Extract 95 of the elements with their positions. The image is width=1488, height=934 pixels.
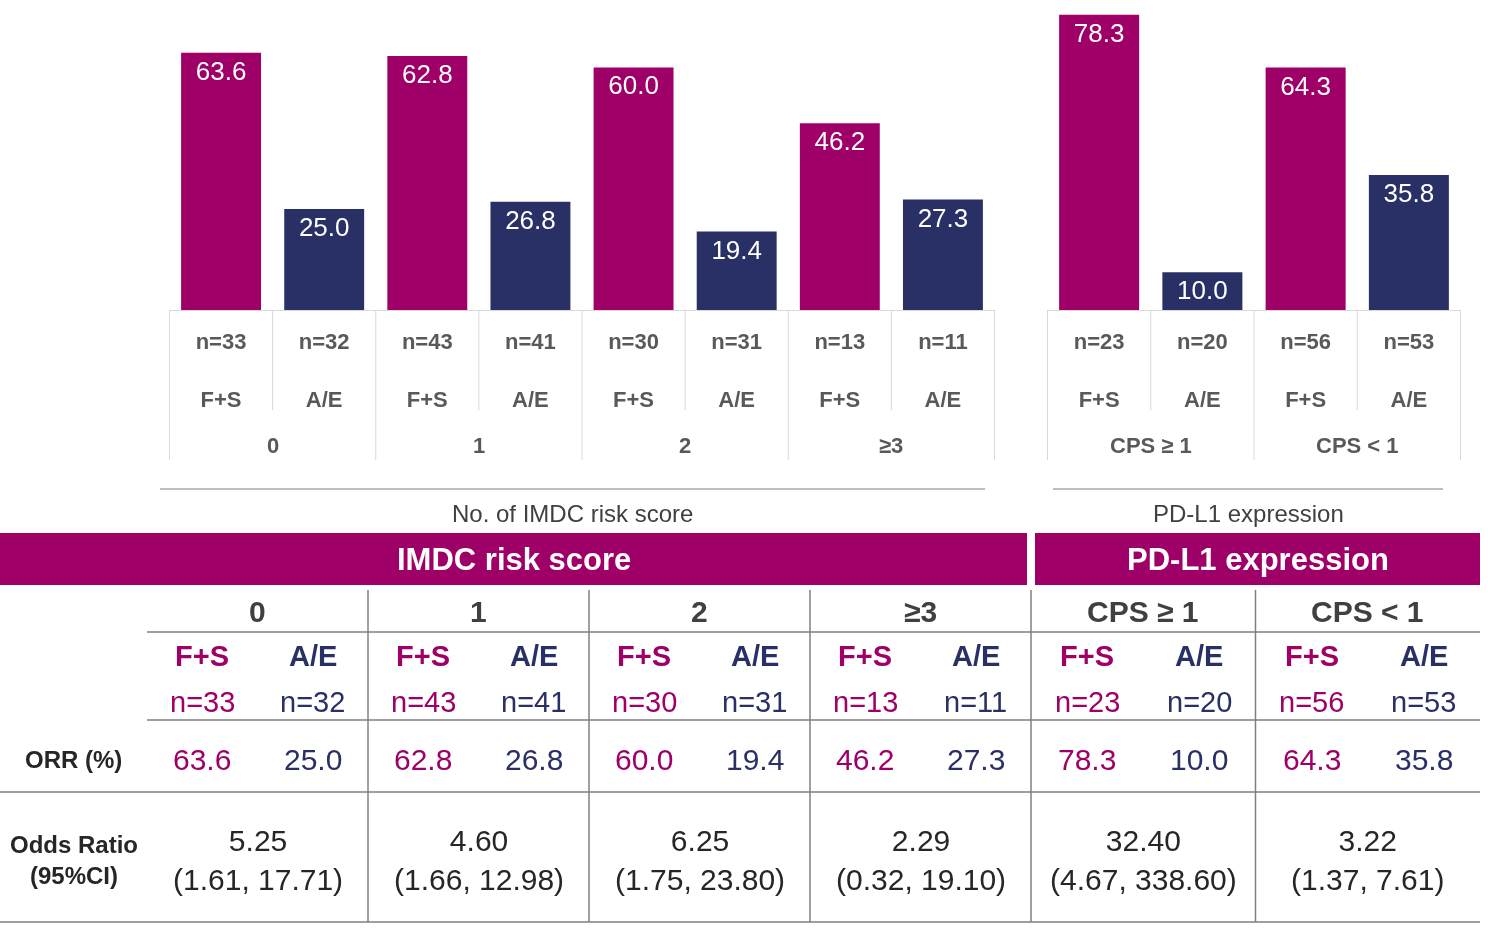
text: 46.2 <box>836 743 895 776</box>
category-label: 1 <box>470 595 487 628</box>
category-label: n=11 A/E <box>918 329 968 412</box>
category-label: ≥3 <box>904 595 938 628</box>
category-label: n=32 A/E <box>298 329 350 412</box>
text: 19.4 <box>726 743 785 776</box>
text: CPS ≥ 1 <box>1110 433 1192 458</box>
bar <box>1059 14 1140 310</box>
data-label: 64.3 <box>1280 70 1331 101</box>
data-label: 60.0 <box>608 70 659 101</box>
category-label: n=30 F+S <box>608 329 659 412</box>
category-label: CPS < 1 <box>1311 595 1424 628</box>
category-label: 2 <box>691 595 708 628</box>
category-label: n=13 F+S <box>814 329 866 412</box>
bar <box>593 67 674 310</box>
bar <box>1265 67 1346 310</box>
bar <box>902 199 983 310</box>
category-label: n=23 F+S <box>1073 329 1125 412</box>
text: A/E <box>1175 640 1224 672</box>
text: A/E <box>731 640 780 672</box>
category-label: n=41 A/E <box>505 329 556 412</box>
text: n=32 <box>280 686 346 718</box>
category-label: n=31 A/E <box>711 329 763 412</box>
text: 6.25 (1.75, 23.80) <box>615 824 786 896</box>
bar <box>387 56 468 310</box>
data-label: 78.3 <box>1073 17 1125 48</box>
x-axis-title: PD-L1 expression <box>1153 500 1344 527</box>
text: 78.3 <box>1058 743 1117 776</box>
text: ≥3 <box>879 433 904 458</box>
text: 32.40 (4.67, 338.60) <box>1050 824 1237 896</box>
text: 10.0 <box>1170 743 1229 776</box>
text: n=30 <box>612 686 678 718</box>
text: 1 <box>473 433 486 458</box>
text: 2 <box>679 433 692 458</box>
data-label: 26.8 <box>505 204 556 235</box>
text: 4.60 (1.66, 12.98) <box>394 824 565 896</box>
data-label: 46.2 <box>814 126 866 157</box>
category-label: n=56 F+S <box>1280 329 1332 412</box>
text: 60.0 <box>615 743 674 776</box>
text: n=11 <box>944 686 1008 718</box>
bar <box>284 208 365 310</box>
text: 35.8 <box>1395 743 1454 776</box>
text: 5.25 (1.61, 17.71) <box>173 824 344 896</box>
data-label: 62.8 <box>402 59 453 90</box>
category-label: 0 <box>249 595 266 628</box>
category-label: n=53 A/E <box>1383 329 1435 412</box>
text: IMDC risk score <box>397 542 632 577</box>
text: 27.3 <box>947 743 1006 776</box>
text: F+S <box>396 640 450 672</box>
text: n=20 <box>1167 686 1233 718</box>
text: n=31 <box>722 686 788 718</box>
category-label: n=20 A/E <box>1177 329 1228 412</box>
category-label: CPS ≥ 1 <box>1087 595 1199 628</box>
text: F+S <box>617 640 671 672</box>
x-axis-title: No. of IMDC risk score <box>452 500 694 527</box>
text: n=13 <box>833 686 899 718</box>
text: 25.0 <box>284 743 343 776</box>
bar <box>181 52 262 310</box>
text: n=43 <box>391 686 457 718</box>
data-label: 10.0 <box>1177 275 1228 306</box>
category-label: n=43 F+S <box>401 329 453 412</box>
text: PD-L1 expression <box>1127 542 1389 577</box>
category-label: ORR (%) <box>25 746 123 773</box>
text: n=41 <box>501 686 567 718</box>
text: n=33 <box>170 686 236 718</box>
text: F+S <box>838 640 892 672</box>
text: 2.29 (0.32, 19.10) <box>836 824 1007 896</box>
data-label: 19.4 <box>711 234 762 265</box>
category-label: Odds Ratio (95%CI) <box>10 831 139 890</box>
data-label: 25.0 <box>298 211 350 242</box>
bar <box>1368 175 1449 310</box>
text: n=23 <box>1055 686 1121 718</box>
text: F+S <box>1285 640 1339 672</box>
text: A/E <box>289 640 338 672</box>
text: CPS < 1 <box>1316 433 1399 458</box>
text: n=56 <box>1279 686 1345 718</box>
data-label: 27.3 <box>917 202 969 233</box>
text: F+S <box>175 640 229 672</box>
text: 62.8 <box>394 743 453 776</box>
bar <box>696 231 777 310</box>
data-label: 63.6 <box>195 55 247 86</box>
text: A/E <box>510 640 559 672</box>
text: 64.3 <box>1283 743 1342 776</box>
text: n=53 <box>1391 686 1457 718</box>
bar <box>799 123 880 310</box>
category-label: n=33 F+S <box>195 329 247 412</box>
text: A/E <box>1400 640 1449 672</box>
text: 3.22 (1.37, 7.61) <box>1291 824 1445 896</box>
data-label: 35.8 <box>1383 178 1435 209</box>
text: 26.8 <box>505 743 564 776</box>
text: F+S <box>1060 640 1114 672</box>
bar <box>490 201 571 310</box>
text: 63.6 <box>173 743 232 776</box>
text: A/E <box>952 640 1001 672</box>
text: 0 <box>267 433 280 458</box>
